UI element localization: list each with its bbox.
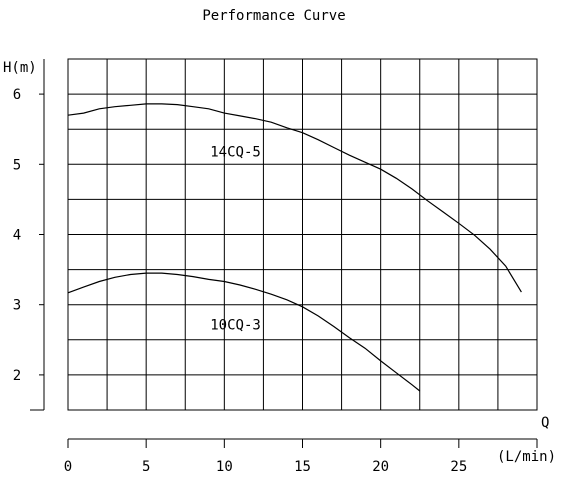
series-line-14cq-5 bbox=[67, 103, 522, 293]
series-label-10cq-3: 10CQ-3 bbox=[210, 317, 261, 333]
x-tick-label: 20 bbox=[372, 459, 389, 475]
y-tick-label: 6 bbox=[13, 87, 21, 103]
y-tick-label: 2 bbox=[13, 368, 21, 384]
series-lines: 14CQ-5 10CQ-3 bbox=[67, 103, 522, 392]
grid bbox=[67, 58, 538, 411]
y-tick-label: 3 bbox=[13, 298, 21, 314]
x-tick-label: 25 bbox=[450, 459, 467, 475]
series-label-14cq-5: 14CQ-5 bbox=[210, 145, 261, 161]
y-tick-label: 4 bbox=[13, 228, 21, 244]
y-tick-label: 5 bbox=[13, 157, 21, 173]
x-axis-label: Q bbox=[541, 415, 549, 431]
x-tick-label: 5 bbox=[142, 459, 150, 475]
y-axis-label: H(m) bbox=[3, 60, 37, 76]
x-tick-label: 0 bbox=[64, 459, 72, 475]
chart-title: Performance Curve bbox=[202, 8, 345, 24]
series-line-10cq-3 bbox=[67, 272, 421, 392]
x-axis-unit: (L/min) bbox=[497, 449, 556, 465]
x-tick-label: 10 bbox=[216, 459, 233, 475]
x-axis: 0 5 10 15 20 25 bbox=[64, 438, 538, 475]
x-tick-label: 15 bbox=[294, 459, 311, 475]
y-axis: 2 3 4 5 6 bbox=[13, 59, 45, 411]
